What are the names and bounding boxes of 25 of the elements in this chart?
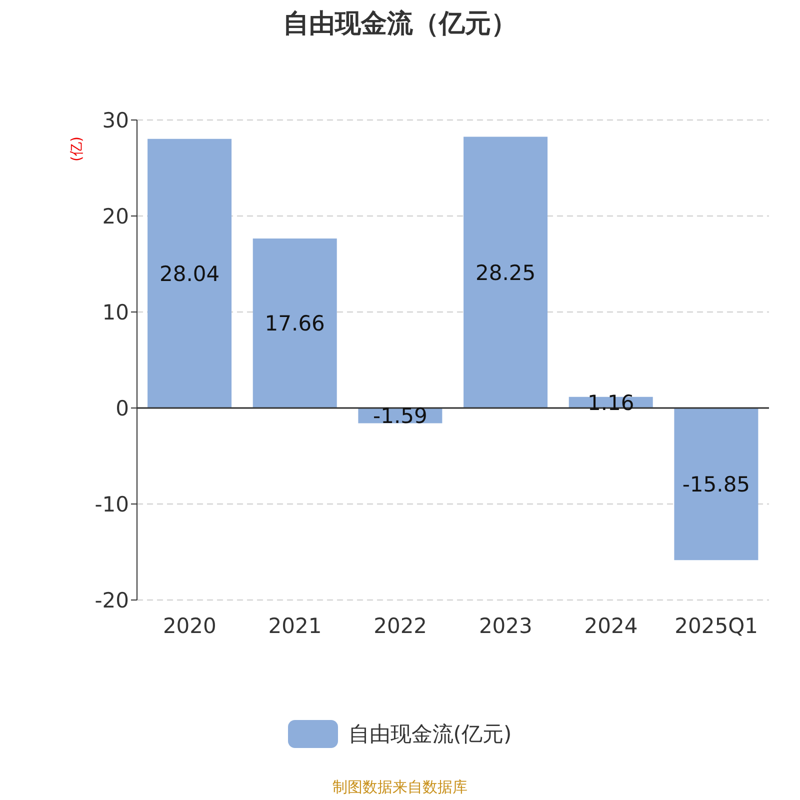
y-axis-title: (亿) bbox=[68, 136, 86, 164]
x-tick-label: 2022 bbox=[374, 614, 428, 638]
bar bbox=[148, 138, 232, 408]
y-tick-label: 10 bbox=[102, 300, 129, 324]
legend-label: 自由现金流(亿元) bbox=[348, 721, 512, 748]
data-label: -1.59 bbox=[373, 404, 428, 428]
x-tick-label: 2021 bbox=[268, 614, 322, 638]
bar bbox=[464, 136, 548, 408]
chart-title: 自由现金流（亿元） bbox=[282, 8, 518, 41]
text: 制图数据来自数据库 bbox=[332, 778, 468, 797]
data-label: -15.85 bbox=[682, 472, 750, 497]
x-tick-label: 2025Q1 bbox=[674, 614, 758, 638]
y-tick-label: 20 bbox=[102, 204, 129, 228]
y-tick-label: -10 bbox=[94, 492, 129, 516]
bar bbox=[674, 408, 758, 560]
data-label: 17.66 bbox=[264, 312, 325, 336]
data-label: 28.25 bbox=[475, 260, 536, 285]
y-tick-label: 0 bbox=[116, 396, 129, 420]
x-tick-label: 2024 bbox=[584, 614, 638, 638]
x-tick-label: 2020 bbox=[162, 614, 216, 638]
x-tick-label: 2023 bbox=[478, 614, 532, 638]
bar bbox=[252, 238, 337, 408]
y-tick-label: -20 bbox=[94, 588, 129, 612]
y-tick-label: 30 bbox=[102, 108, 129, 132]
data-label: 28.04 bbox=[159, 262, 220, 286]
